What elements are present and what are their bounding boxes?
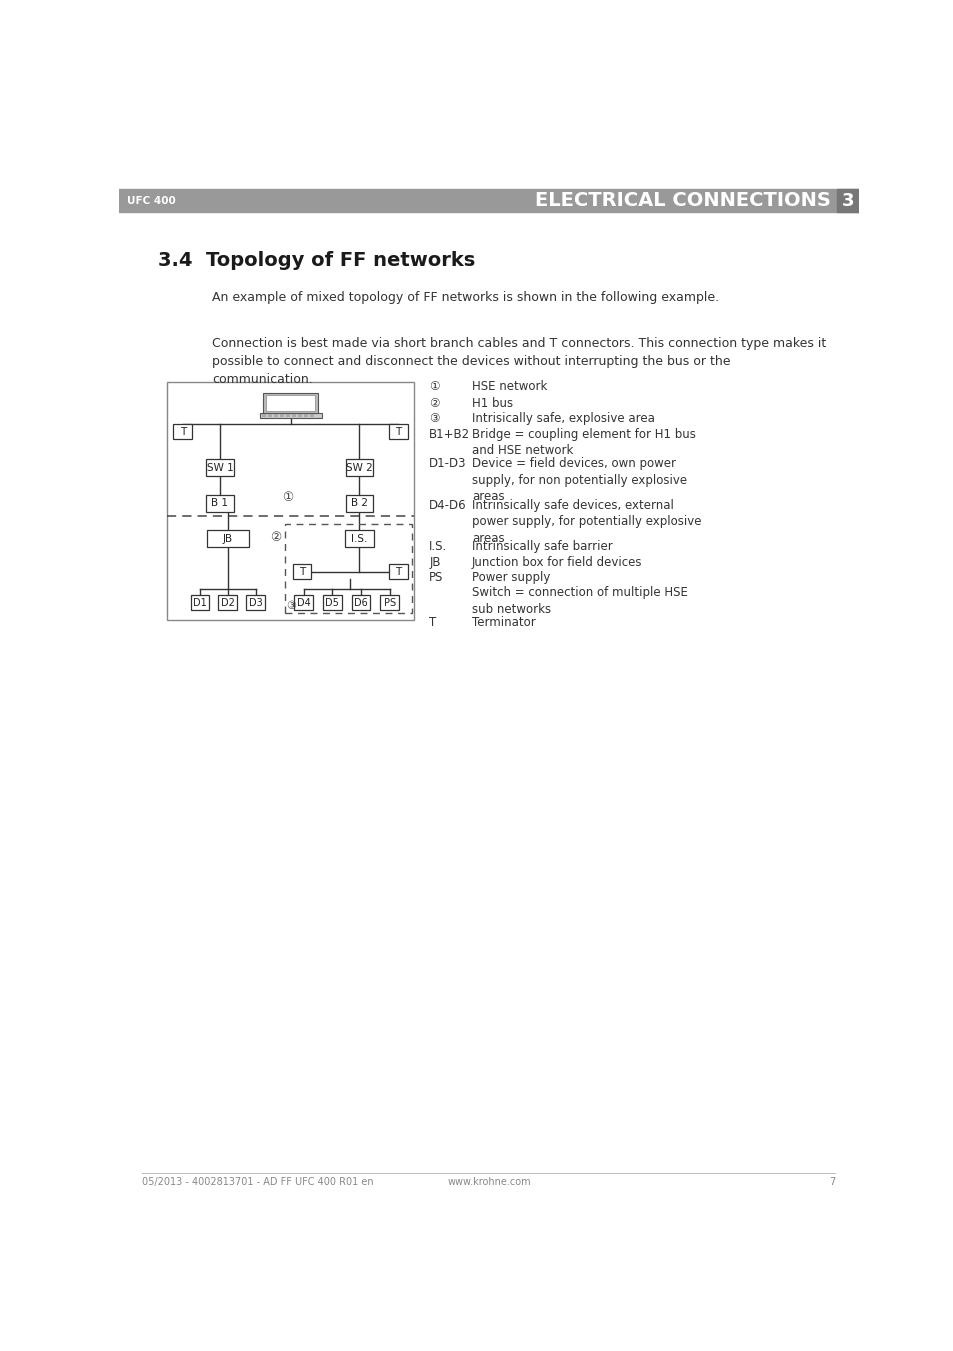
Text: PS: PS xyxy=(429,571,443,584)
Text: D4-D6: D4-D6 xyxy=(429,499,466,512)
Text: 05/2013 - 4002813701 - AD FF UFC 400 R01 en: 05/2013 - 4002813701 - AD FF UFC 400 R01… xyxy=(142,1177,374,1188)
Bar xyxy=(206,459,233,477)
Text: UFC 400: UFC 400 xyxy=(127,196,175,205)
Bar xyxy=(167,381,414,620)
Text: ①: ① xyxy=(281,490,293,504)
Text: ③: ③ xyxy=(286,601,296,612)
Text: D1: D1 xyxy=(193,597,207,608)
Text: 7: 7 xyxy=(828,1177,835,1188)
Text: B1+B2: B1+B2 xyxy=(429,428,470,440)
Bar xyxy=(345,459,373,477)
Text: ①: ① xyxy=(429,380,439,393)
Text: T: T xyxy=(395,567,401,577)
Bar xyxy=(263,393,317,413)
Text: D1-D3: D1-D3 xyxy=(429,457,466,470)
Text: T: T xyxy=(298,567,305,577)
Text: ②: ② xyxy=(429,397,439,409)
Text: Connection is best made via short branch cables and T connectors. This connectio: Connection is best made via short branch… xyxy=(212,336,825,386)
Bar xyxy=(259,413,321,417)
Text: JB: JB xyxy=(429,555,440,569)
Text: 3: 3 xyxy=(841,192,853,209)
Text: Intrisically safe, explosive area: Intrisically safe, explosive area xyxy=(472,412,654,426)
Text: Power supply: Power supply xyxy=(472,571,550,584)
Text: 3.4  Topology of FF networks: 3.4 Topology of FF networks xyxy=(158,251,475,270)
Bar xyxy=(345,494,373,512)
Bar xyxy=(389,424,407,439)
Text: D4: D4 xyxy=(296,597,311,608)
Text: Intrinsically safe barrier: Intrinsically safe barrier xyxy=(472,540,612,553)
Text: ③: ③ xyxy=(429,412,439,426)
Bar xyxy=(191,594,209,611)
Text: T: T xyxy=(429,616,436,628)
Bar xyxy=(389,565,407,580)
Bar xyxy=(344,530,374,547)
Text: www.krohne.com: www.krohne.com xyxy=(447,1177,530,1188)
Text: An example of mixed topology of FF networks is shown in the following example.: An example of mixed topology of FF netwo… xyxy=(212,290,719,304)
Bar xyxy=(119,189,858,212)
Bar xyxy=(173,424,192,439)
Text: Junction box for field devices: Junction box for field devices xyxy=(472,555,641,569)
Bar xyxy=(207,530,249,547)
Bar xyxy=(266,396,314,411)
Bar xyxy=(293,565,311,580)
Text: ②: ② xyxy=(270,531,281,543)
Text: D3: D3 xyxy=(249,597,262,608)
Text: B 2: B 2 xyxy=(351,499,368,508)
Text: ELECTRICAL CONNECTIONS: ELECTRICAL CONNECTIONS xyxy=(535,190,830,211)
Bar xyxy=(294,594,313,611)
Text: HSE network: HSE network xyxy=(472,380,547,393)
Text: Bridge = coupling element for H1 bus
and HSE network: Bridge = coupling element for H1 bus and… xyxy=(472,428,695,457)
Bar xyxy=(246,594,265,611)
Text: T: T xyxy=(179,427,186,436)
Bar xyxy=(218,594,236,611)
Text: B 1: B 1 xyxy=(212,499,229,508)
Text: T: T xyxy=(395,427,401,436)
Text: Terminator: Terminator xyxy=(472,616,535,628)
Bar xyxy=(323,594,341,611)
Text: PS: PS xyxy=(383,597,395,608)
Text: Device = field devices, own power
supply, for non potentially explosive
areas: Device = field devices, own power supply… xyxy=(472,457,686,503)
Text: I.S.: I.S. xyxy=(429,540,447,553)
Text: I.S.: I.S. xyxy=(351,534,367,543)
Text: Intrinsically safe devices, external
power supply, for potentially explosive
are: Intrinsically safe devices, external pow… xyxy=(472,499,700,544)
Bar xyxy=(285,524,412,612)
Text: JB: JB xyxy=(222,534,233,543)
Text: SW 1: SW 1 xyxy=(207,463,233,473)
Text: D2: D2 xyxy=(220,597,234,608)
Text: H1 bus: H1 bus xyxy=(472,397,513,409)
Text: D5: D5 xyxy=(325,597,339,608)
Bar xyxy=(380,594,398,611)
Bar xyxy=(206,494,233,512)
Bar xyxy=(352,594,370,611)
Bar xyxy=(836,189,858,212)
Text: SW 2: SW 2 xyxy=(346,463,373,473)
Text: Switch = connection of multiple HSE
sub networks: Switch = connection of multiple HSE sub … xyxy=(472,586,687,616)
Text: D6: D6 xyxy=(354,597,368,608)
